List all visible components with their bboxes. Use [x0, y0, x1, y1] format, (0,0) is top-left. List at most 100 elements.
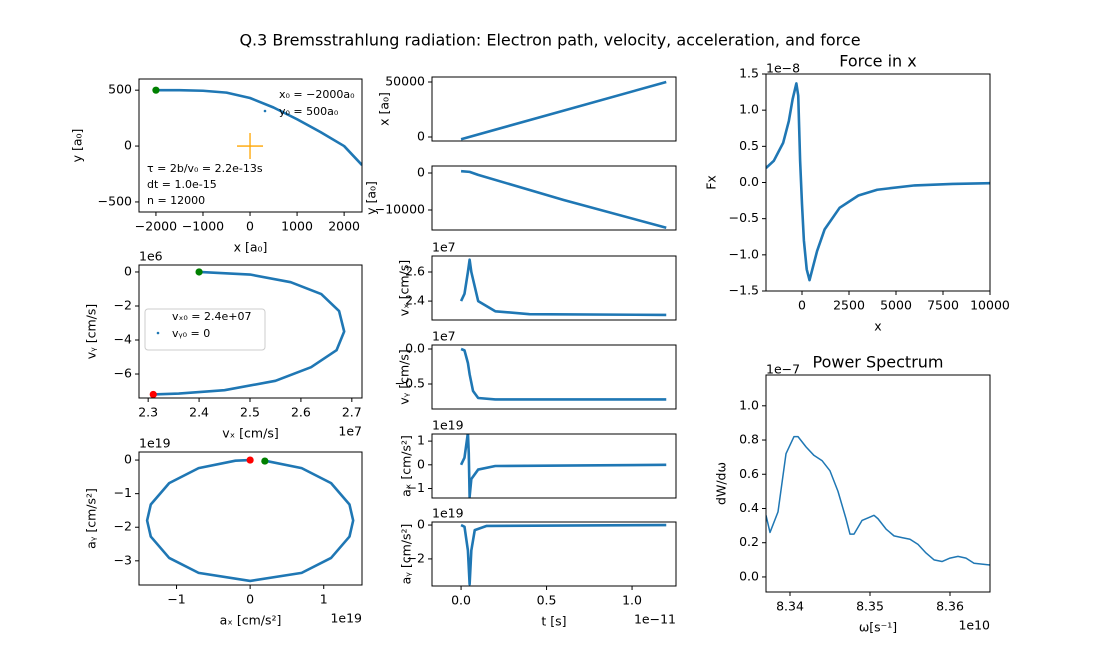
y-tick-label: 1.0 [739, 397, 759, 412]
y-tick-label: 0.6 [739, 466, 759, 481]
data-line [461, 260, 666, 315]
y-offset: 1e6 [139, 249, 163, 264]
y-axis-label: y [a₀] [70, 129, 85, 163]
y-tick-label: 0 [124, 138, 132, 153]
x-tick-label: 5000 [880, 298, 912, 313]
x-tick-label: 7500 [927, 298, 959, 313]
y-offset: 1e19 [432, 506, 464, 521]
y-tick-label: 0.4 [739, 500, 759, 515]
marker-dot [261, 457, 268, 464]
x-tick-label: 0 [798, 298, 806, 313]
y-tick-label: −10000 [375, 202, 425, 217]
x-tick-label: 1000 [281, 219, 313, 234]
x-axis-label: ω[s⁻¹] [859, 620, 897, 635]
legend-handle [264, 110, 267, 113]
legend-entry: y₀ = 500a₀ [279, 105, 339, 118]
plot-area [461, 349, 666, 399]
annotation: τ = 2b/v₀ = 2.2e-13s [147, 162, 263, 175]
legend-entry: x₀ = −2000a₀ [279, 88, 355, 101]
x-tick-label: 2.7 [342, 405, 362, 420]
x-tick-label: 10000 [970, 298, 1010, 313]
y-offset: 1e−8 [766, 61, 800, 76]
y-tick-label: −1.5 [729, 283, 759, 298]
x-axis-label: vₓ [cm/s] [222, 426, 278, 441]
data-line [461, 433, 666, 497]
marker-dot [195, 268, 202, 275]
x-offset: 1e7 [338, 424, 362, 439]
annotation: n = 12000 [147, 194, 205, 207]
data-line [461, 349, 666, 399]
y-axis-label: y [a₀] [364, 181, 379, 215]
data-line [766, 437, 990, 565]
y-tick-label: 0.5 [739, 138, 759, 153]
y-tick-label: −4 [114, 332, 132, 347]
x-tick-label: 8.36 [936, 599, 964, 614]
x-tick-label: 0.5 [537, 593, 557, 608]
plot-area [461, 525, 666, 584]
y-tick-label: −1 [114, 485, 132, 500]
data-line [461, 171, 666, 228]
y-tick-label: 1 [417, 433, 425, 448]
x-tick-label: 1 [320, 592, 328, 607]
y-axis-label: aᵧ [cm/s²] [399, 524, 414, 585]
y-tick-label: 0 [417, 129, 425, 144]
plot-area [766, 437, 990, 565]
plot-area [156, 90, 362, 165]
y-tick-label: 1.0 [739, 102, 759, 117]
x-tick-label: 1.0 [622, 593, 642, 608]
axes-frame [432, 77, 676, 141]
x-tick-label: 0 [246, 219, 254, 234]
x-tick-label: 0.0 [451, 593, 471, 608]
y-axis-label: aₓ [cm/s²] [399, 435, 414, 497]
x-offset: 1e−11 [634, 612, 676, 627]
y-offset: 1e19 [139, 436, 171, 451]
plot-area [461, 433, 666, 497]
x-axis-label: x [a₀] [234, 240, 268, 255]
y-axis-label: Fx [704, 175, 719, 190]
legend-handle [157, 332, 160, 335]
y-tick-label: 0.0 [739, 568, 759, 583]
x-offset: 1e10 [958, 618, 990, 633]
legend-entry: vᵧ₀ = 0 [172, 327, 210, 340]
y-tick-label: 500 [108, 82, 132, 97]
x-axis-label: aₓ [cm/s²] [220, 613, 282, 628]
x-axis-label: x [874, 319, 881, 334]
y-offset: 1e19 [432, 418, 464, 433]
y-tick-label: 0.0 [739, 174, 759, 189]
y-tick-label: 50000 [385, 73, 425, 88]
plot-area [147, 460, 353, 581]
y-axis-label: x [a₀] [377, 92, 392, 126]
x-tick-label: 2.3 [138, 405, 158, 420]
y-axis-label: dW/dω [714, 462, 729, 505]
y-tick-label: 0 [124, 452, 132, 467]
x-offset: 1e19 [330, 611, 362, 626]
plot-area [461, 260, 666, 315]
data-line [461, 82, 666, 139]
y-tick-label: −2 [114, 297, 132, 312]
marker-dot [150, 391, 157, 398]
x-tick-label: −1 [167, 592, 185, 607]
x-axis-label: t [s] [541, 614, 566, 629]
y-tick-label: −6 [114, 366, 132, 381]
data-line [156, 90, 362, 165]
plot-area [766, 83, 990, 280]
y-axis-label: vᵧ [cm/s] [397, 349, 412, 405]
y-axis-label: aᵧ [cm/s²] [84, 488, 99, 549]
y-tick-label: 0 [417, 456, 425, 471]
y-tick-label: 0 [417, 165, 425, 180]
y-tick-label: −3 [114, 552, 132, 567]
y-offset: 1e7 [432, 240, 456, 255]
plot-area [461, 171, 666, 228]
y-tick-label: 1.5 [739, 66, 759, 81]
y-offset: 1e7 [432, 329, 456, 344]
x-tick-label: 2500 [833, 298, 865, 313]
axes-frame [139, 452, 362, 585]
x-tick-label: 0 [246, 592, 254, 607]
y-tick-label: −500 [98, 193, 132, 208]
annotation: dt = 1.0e-15 [147, 178, 217, 191]
figure-title: Q.3 Bremsstrahlung radiation: Electron p… [239, 31, 860, 50]
x-tick-label: −2000 [135, 219, 177, 234]
y-tick-label: −2 [114, 519, 132, 534]
y-tick-label: −1.0 [729, 246, 759, 261]
